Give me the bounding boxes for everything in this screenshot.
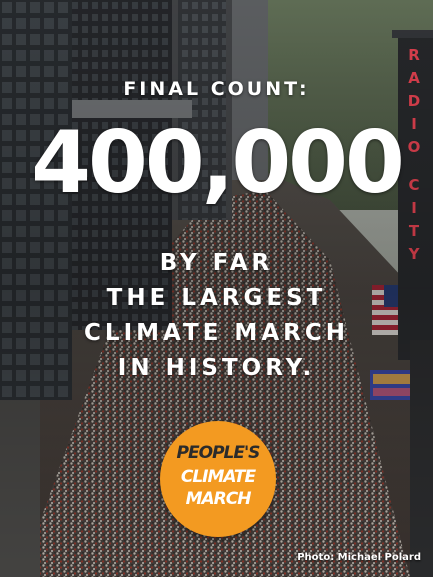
logo-line: PEOPLE'S xyxy=(176,443,261,463)
headline-line: CLIMATE MARCH xyxy=(84,320,349,346)
participant-count: 400,000 xyxy=(31,113,405,213)
headline-line: THE LARGEST xyxy=(106,285,327,311)
headline-line: BY FAR xyxy=(159,250,274,276)
logo-line: CLIMATE xyxy=(180,467,256,487)
logo-line: MARCH xyxy=(185,489,252,509)
photo-credit: Photo: Michael Polard xyxy=(297,552,421,563)
peoples-climate-march-logo: PEOPLE'S CLIMATE MARCH xyxy=(160,421,276,537)
final-count-label: FINAL COUNT: xyxy=(123,78,310,100)
headline-line: IN HISTORY. xyxy=(117,355,316,381)
